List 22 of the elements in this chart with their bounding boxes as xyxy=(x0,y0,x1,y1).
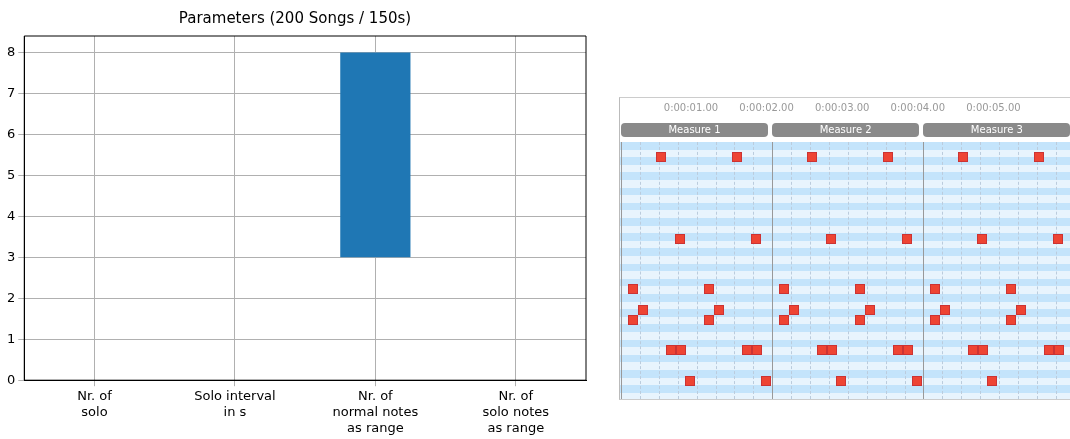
x-tick-label: Nr. of solo xyxy=(77,388,113,419)
y-tick-label: 1 xyxy=(6,330,16,346)
text: 0:00:02.00 xyxy=(739,102,794,113)
y-tick-label: 7 xyxy=(6,84,16,100)
x-tick-label: Nr. of normal notes as range xyxy=(332,388,419,435)
chart-title: Parameters (200 Songs / 150s) xyxy=(178,8,412,27)
text: 0:00:04.00 xyxy=(890,102,946,113)
y-tick-label: 2 xyxy=(6,289,16,305)
y-tick-label: 6 xyxy=(6,125,16,141)
text: Measure 3 xyxy=(923,123,1070,137)
x-tick-label: Nr. of solo notes as range xyxy=(482,388,550,435)
x-tick-label: Solo interval in s xyxy=(194,388,276,419)
y-tick-label: 8 xyxy=(6,43,16,59)
text: 0:00:01.00 xyxy=(663,102,719,113)
y-tick-label: 4 xyxy=(6,207,16,223)
y-tick-label: 5 xyxy=(6,166,16,182)
text: Measure 2 xyxy=(772,123,920,137)
y-tick-label: 0 xyxy=(6,371,16,387)
text: 0:00:05.00 xyxy=(966,102,1021,113)
text: 0:00:03.00 xyxy=(814,102,870,113)
text: Measure 1 xyxy=(621,123,768,137)
y-tick-label: 3 xyxy=(6,248,16,264)
